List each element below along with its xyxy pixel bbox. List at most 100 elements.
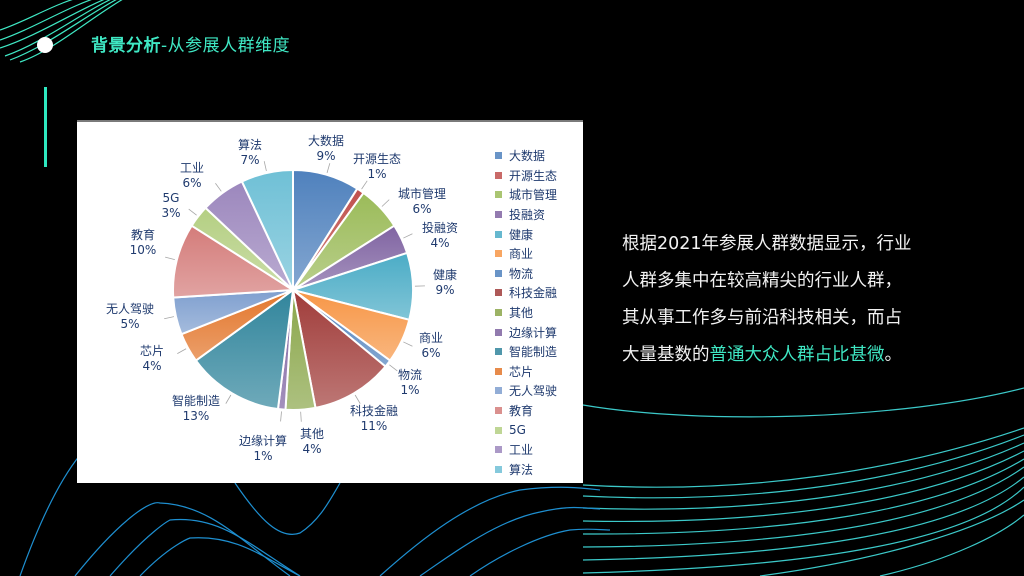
- pie-label-name: 5G: [162, 191, 180, 205]
- legend-item: 投融资: [495, 205, 557, 225]
- legend-label: 教育: [509, 404, 534, 419]
- description-highlight: 普通大众人群占比甚微: [709, 345, 885, 365]
- legend-label: 算法: [509, 462, 534, 477]
- legend-item: 商业: [495, 244, 557, 264]
- legend-swatch-icon: [495, 211, 502, 219]
- pie-label-percent: 3%: [161, 206, 181, 220]
- legend-label: 其他: [509, 306, 534, 321]
- pie-label-percent: 10%: [129, 243, 157, 257]
- pie-label-8: 科技金融 11%: [350, 404, 398, 434]
- pie-label-percent: 6%: [421, 346, 441, 360]
- pie-label-percent: 6%: [182, 176, 202, 190]
- pie-label-9: 其他 4%: [300, 427, 324, 457]
- pie-label-name: 智能制造: [171, 394, 221, 408]
- legend-label: 芯片: [509, 364, 534, 379]
- page-title: 背景分析-从参展人群维度: [91, 31, 290, 56]
- legend-swatch-icon: [495, 367, 502, 375]
- pie-label-16: 工业 6%: [180, 161, 204, 191]
- pie-label-14: 教育 10%: [130, 228, 157, 258]
- pie-chart: [164, 161, 425, 422]
- legend-label: 健康: [509, 227, 534, 242]
- decorative-dot-icon: [37, 37, 53, 53]
- pie-label-13: 无人驾驶 5%: [106, 302, 154, 332]
- leader-lines: [164, 161, 425, 422]
- legend-swatch-icon: [495, 230, 502, 238]
- pie-label-name: 边缘计算: [238, 434, 288, 448]
- pie-slice-11: [194, 287, 295, 411]
- pie-label-name: 开源生态: [352, 152, 402, 166]
- pie-label-name: 大数据: [307, 134, 345, 148]
- pie-label-3: 城市管理 6%: [398, 187, 446, 217]
- legend-label: 开源生态: [509, 168, 558, 183]
- pie-label-percent: 6%: [412, 202, 432, 216]
- pie-label-percent: 11%: [360, 419, 388, 433]
- description-line-1: 根据2021年参展人群数据显示，行业: [622, 234, 912, 254]
- legend-swatch-icon: [495, 446, 502, 454]
- pie-label-name: 商业: [418, 331, 444, 345]
- legend-label: 工业: [509, 443, 534, 458]
- legend-item: 教育: [495, 401, 557, 421]
- description-line-2: 人群多集中在较高精尖的行业人群，: [622, 271, 902, 291]
- pie-label-percent: 4%: [142, 359, 162, 373]
- pie-label-7: 物流 1%: [398, 368, 422, 398]
- legend-item: 开源生态: [495, 166, 557, 186]
- legend-swatch-icon: [495, 171, 502, 179]
- pie-label-percent: 4%: [430, 236, 450, 250]
- legend-label: 大数据: [509, 149, 546, 164]
- pie-label-6: 商业 6%: [419, 331, 443, 361]
- legend-label: 智能制造: [509, 345, 558, 360]
- pie-label-percent: 7%: [240, 153, 260, 167]
- pie-chart-card: 大数据 9% 开源生态 1% 城市管理 6% 投融资 4% 健康 9% 商业 6% 物流 1% 科技金融 11…: [77, 120, 583, 483]
- pie-label-name: 教育: [130, 228, 156, 242]
- description-text: 根据2021年参展人群数据显示，行业 人群多集中在较高精尖的行业人群， 其从事工…: [622, 226, 962, 374]
- pie-label-11: 智能制造 13%: [172, 394, 220, 424]
- pie-label-percent: 9%: [435, 283, 455, 297]
- legend-item: 边缘计算: [495, 322, 557, 342]
- pie-label-15: 5G 3%: [161, 191, 180, 221]
- legend-swatch-icon: [495, 309, 502, 317]
- legend-swatch-icon: [495, 407, 502, 415]
- legend-label: 边缘计算: [509, 325, 558, 340]
- legend-item: 其他: [495, 303, 557, 323]
- pie-label-4: 投融资 4%: [422, 221, 458, 251]
- legend-swatch-icon: [495, 250, 502, 258]
- pie-label-name: 芯片: [139, 344, 165, 358]
- pie-label-name: 其他: [299, 427, 325, 441]
- legend-swatch-icon: [495, 289, 502, 297]
- pie-label-name: 投融资: [421, 221, 459, 235]
- description-line-4-prefix: 大量基数的: [622, 345, 710, 365]
- legend-swatch-icon: [495, 269, 502, 277]
- description-line-4: 大量基数的普通大众人群占比甚微。: [622, 337, 962, 374]
- page-title-rest: -从参展人群维度: [161, 36, 291, 56]
- legend-label: 商业: [509, 247, 534, 262]
- legend-item: 城市管理: [495, 185, 557, 205]
- legend-item: 物流: [495, 264, 557, 284]
- legend-item: 算法: [495, 460, 557, 480]
- legend-item: 智能制造: [495, 342, 557, 362]
- pie-label-12: 芯片 4%: [140, 344, 164, 374]
- chart-legend: 大数据 开源生态 城市管理 投融资 健康 商业 物流 科技金融 其他 边缘计算 智能制造 芯片 无人驾驶…: [495, 146, 557, 479]
- legend-label: 城市管理: [509, 188, 558, 203]
- legend-swatch-icon: [495, 465, 502, 473]
- legend-item: 5G: [495, 420, 557, 440]
- legend-swatch-icon: [495, 387, 502, 395]
- pie-label-1: 大数据 9%: [308, 134, 344, 164]
- pie-label-name: 健康: [432, 268, 458, 282]
- pie-label-17: 算法 7%: [238, 138, 262, 168]
- pie-slice-8: [291, 287, 387, 410]
- accent-vertical-line: [44, 87, 47, 167]
- legend-swatch-icon: [495, 328, 502, 336]
- pie-label-percent: 1%: [400, 383, 420, 397]
- pie-label-name: 工业: [179, 161, 205, 175]
- pie-label-5: 健康 9%: [433, 268, 457, 298]
- legend-item: 工业: [495, 440, 557, 460]
- pie-label-percent: 1%: [367, 167, 387, 181]
- legend-swatch-icon: [495, 426, 502, 434]
- legend-label: 无人驾驶: [509, 384, 558, 399]
- pie-label-name: 无人驾驶: [105, 302, 155, 316]
- pie-label-percent: 13%: [182, 409, 210, 423]
- right-wave-lines: [582, 387, 1024, 576]
- legend-label: 5G: [509, 423, 526, 438]
- description-line-3: 其从事工作多与前沿科技相关，而占: [622, 308, 902, 328]
- pie-label-2: 开源生态 1%: [353, 152, 401, 182]
